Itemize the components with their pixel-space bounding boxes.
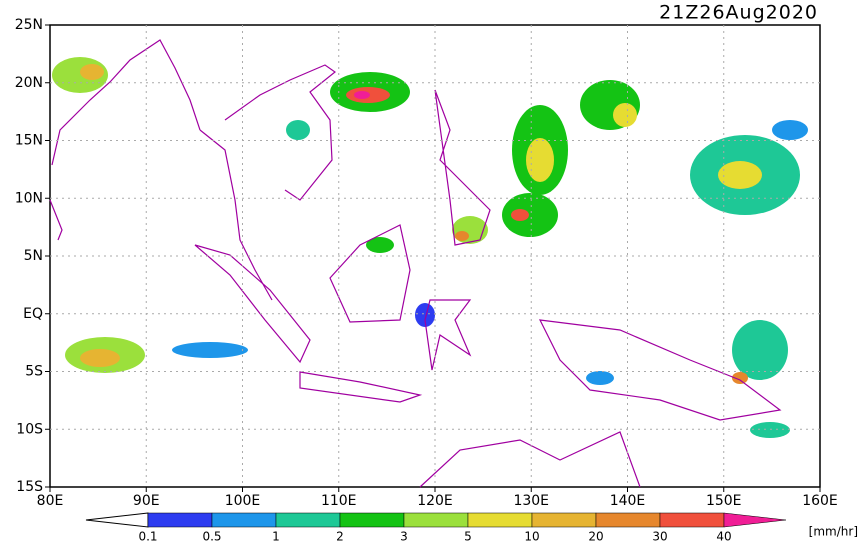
lon-label: 80E: [37, 493, 64, 509]
colorbar-box: [275, 512, 341, 528]
colorbar-box: [467, 512, 533, 528]
lon-label: 150E: [706, 493, 742, 509]
colorbar-label: 10: [524, 530, 539, 544]
lon-label: 160E: [802, 493, 838, 509]
coastlines: [49, 39, 782, 488]
colorbar-box: [595, 512, 661, 528]
colorbar-box: [659, 512, 725, 528]
colorbar-right-arrow: [723, 512, 787, 528]
colorbar-box: [531, 512, 597, 528]
colorbar-label: 3: [400, 530, 408, 544]
colorbar-label: 40: [716, 530, 731, 544]
lat-label: 15S: [16, 479, 43, 495]
lat-label: 15N: [15, 133, 43, 149]
lon-label: 120E: [417, 493, 453, 509]
lon-label: 140E: [610, 493, 646, 509]
lon-label: 130E: [513, 493, 549, 509]
lat-label: 5S: [25, 364, 43, 380]
lat-label: 5N: [24, 248, 43, 264]
colorbar-label: 0.5: [202, 530, 221, 544]
colorbar-box: [211, 512, 277, 528]
colorbar-box: [403, 512, 469, 528]
colorbar-label: 1: [272, 530, 280, 544]
colorbar-box: [339, 512, 405, 528]
colorbar-left-arrow: [85, 512, 149, 528]
lat-label: 10S: [16, 421, 43, 437]
colorbar-label: 20: [588, 530, 603, 544]
colorbar-label: 30: [652, 530, 667, 544]
colorbar-label: 5: [464, 530, 472, 544]
map-title: 21Z26Aug2020: [659, 2, 818, 24]
lat-label: EQ: [23, 306, 43, 322]
lat-label: 25N: [15, 17, 43, 33]
lon-label: 90E: [133, 493, 160, 509]
colorbar-unit: [mm/hr]: [809, 525, 858, 539]
colorbar-box: [147, 512, 213, 528]
lat-label: 20N: [15, 75, 43, 91]
lon-label: 100E: [225, 493, 261, 509]
lon-label: 110E: [321, 493, 357, 509]
lat-label: 10N: [15, 190, 43, 206]
rain-areas: [52, 57, 808, 438]
colorbar-label: 0.1: [138, 530, 157, 544]
colorbar-label: 2: [336, 530, 344, 544]
